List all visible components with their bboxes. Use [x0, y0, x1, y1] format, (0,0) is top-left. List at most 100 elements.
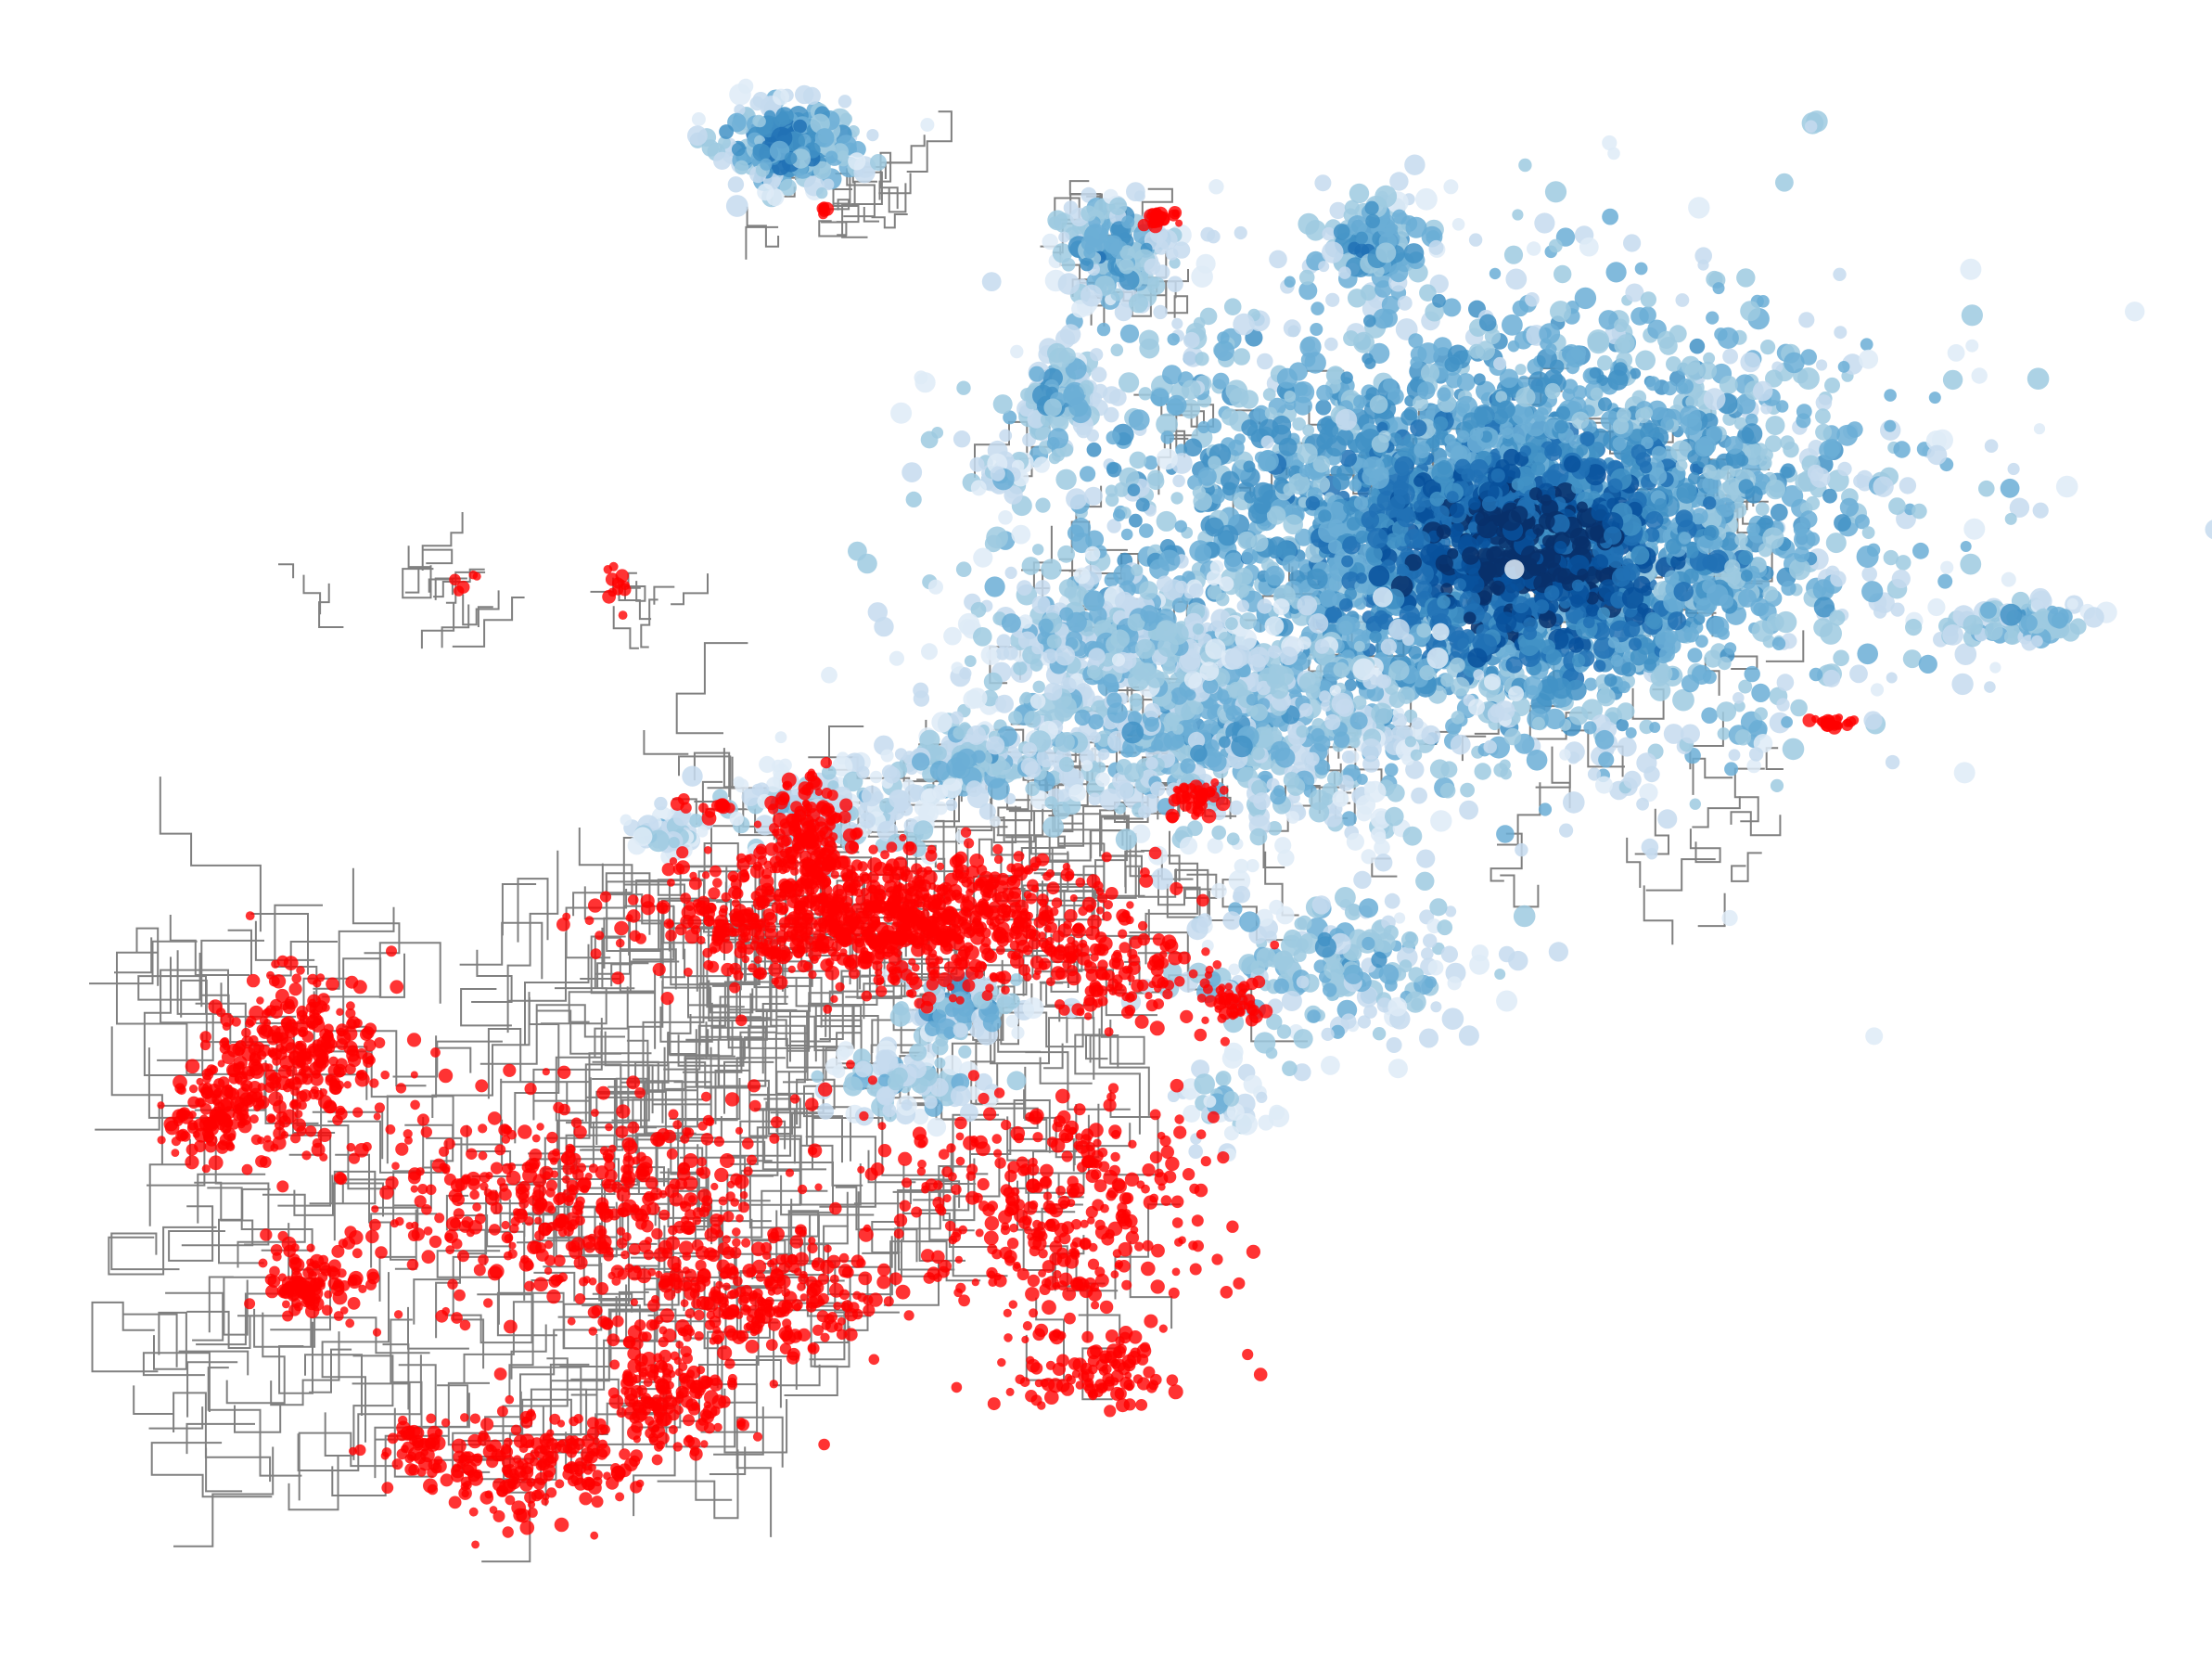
blue-point [1167, 276, 1183, 293]
blue-point [1942, 369, 1963, 391]
blue-point [1234, 225, 1247, 240]
blue-point [1460, 782, 1475, 798]
blue-point [1318, 261, 1330, 273]
blue-point [1837, 361, 1850, 373]
blue-point [1617, 737, 1637, 757]
blue-point [981, 272, 1002, 291]
blue-point [1518, 158, 1532, 173]
blue-point [1181, 379, 1201, 400]
blue-point [1347, 289, 1367, 308]
blue-point [1411, 717, 1424, 730]
blue-point [1873, 605, 1887, 619]
blue-point [1765, 435, 1783, 453]
blue-point [1363, 781, 1376, 794]
blue-point [1849, 664, 1868, 684]
blue-point [1190, 744, 1208, 763]
blue-point [1612, 436, 1628, 451]
blue-point [1493, 356, 1507, 371]
blue-point [1121, 215, 1135, 229]
blue-point [1129, 451, 1147, 469]
blue-point [1687, 648, 1703, 663]
blue-point [1403, 243, 1425, 263]
blue-point [1815, 408, 1831, 425]
blue-point [2027, 367, 2050, 391]
blue-point [1583, 721, 1597, 735]
blue-point [1369, 342, 1390, 364]
blue-point [1253, 792, 1271, 811]
blue-point [1676, 482, 1697, 504]
blue-point [1463, 611, 1477, 624]
blue-point [1151, 738, 1164, 751]
blue-point [1257, 353, 1273, 370]
blue-point [1361, 849, 1376, 865]
blue-point [1766, 613, 1784, 632]
blue-point [973, 547, 993, 568]
blue-point [1684, 362, 1704, 381]
blue-point [1183, 671, 1202, 689]
blue-point [1570, 594, 1584, 608]
blue-point [1314, 174, 1332, 192]
blue-point [1608, 552, 1624, 569]
blue-point [1388, 619, 1410, 640]
blue-point [1754, 707, 1768, 721]
blue-point [1486, 558, 1506, 578]
blue-point [1593, 660, 1606, 673]
blue-point [1446, 491, 1459, 504]
blue-point [1563, 791, 1585, 814]
blue-point [1502, 314, 1523, 336]
blue-point [1308, 613, 1329, 634]
blue-point [1554, 264, 1572, 284]
blue-point [1899, 477, 1917, 494]
blue-point [1519, 445, 1531, 457]
blue-point [1525, 292, 1540, 307]
blue-point [1058, 231, 1070, 243]
blue-point [1097, 748, 1110, 761]
blue-point [1298, 281, 1318, 301]
blue-point [1571, 653, 1586, 668]
blue-point [1523, 617, 1539, 633]
blue-point [1496, 825, 1515, 843]
blue-point [821, 666, 837, 684]
blue-point [983, 672, 1003, 691]
blue-point [1139, 523, 1154, 538]
blue-point [1095, 772, 1110, 788]
blue-point [1815, 394, 1833, 411]
blue-point [1984, 681, 1996, 693]
blue-point [1681, 724, 1700, 744]
blue-point [1043, 682, 1063, 701]
blue-point [1717, 727, 1731, 740]
blue-point [1733, 692, 1745, 704]
blue-point [1353, 394, 1367, 409]
blue-point [1859, 349, 1879, 369]
blue-point [1837, 461, 1852, 477]
blue-point [1103, 406, 1119, 423]
blue-point [1170, 492, 1183, 505]
blue-point [2125, 302, 2145, 322]
blue-point [1503, 245, 1524, 264]
blue-point [1204, 517, 1224, 537]
blue-point [1824, 377, 1840, 393]
blue-point [1157, 636, 1179, 658]
blue-point [1712, 282, 1725, 295]
blue-point [1540, 338, 1552, 351]
blue-point [1365, 546, 1383, 563]
blue-point [1960, 258, 1982, 280]
blue-point [1630, 307, 1649, 326]
blue-point [1468, 233, 1483, 247]
blue-point [1344, 199, 1360, 215]
blue-point [1211, 825, 1226, 841]
blue-point [1621, 661, 1636, 677]
blue-point [1576, 501, 1588, 513]
blue-point [1728, 749, 1741, 762]
blue-point [1083, 486, 1103, 506]
blue-point [1099, 788, 1121, 811]
blue-point [1597, 354, 1613, 371]
blue-point [1091, 366, 1107, 383]
blue-point [1451, 522, 1464, 536]
blue-point [1429, 491, 1445, 507]
blue-point [1490, 468, 1505, 483]
blue-point [1029, 366, 1045, 382]
blue-point [1397, 563, 1410, 577]
blue-point [970, 480, 987, 496]
